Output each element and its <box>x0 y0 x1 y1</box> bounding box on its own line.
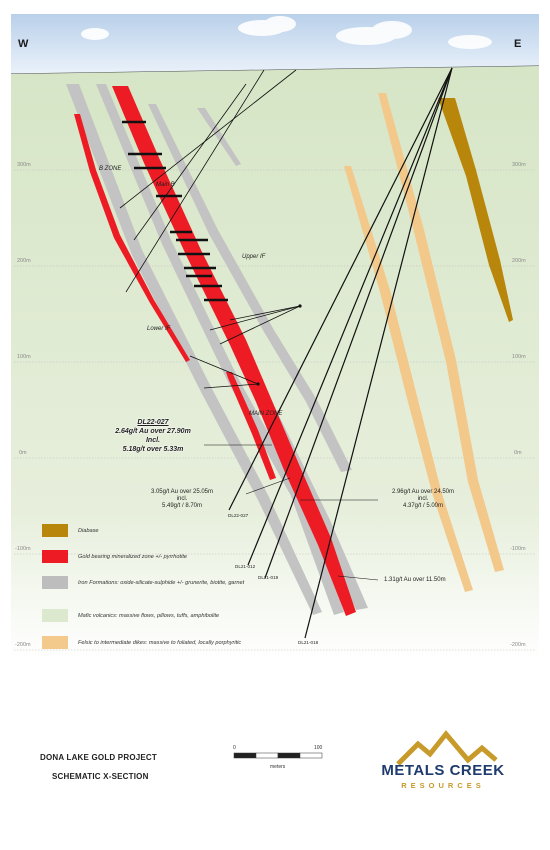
logo-name: METALS CREEK <box>381 762 505 779</box>
logo-mountains <box>396 730 498 766</box>
elevation-label-left: 0m <box>19 450 27 456</box>
elevation-label-right: -200m <box>510 642 526 648</box>
zone-label-upper-if: Upper IF <box>242 254 266 260</box>
hole-label: DL21-018 <box>298 640 319 645</box>
legend-swatch <box>42 609 68 622</box>
scale-end-label: 100 <box>314 745 323 751</box>
zone-label-main-b: Main B <box>156 182 175 188</box>
legend-swatch <box>42 524 68 537</box>
zone-label-main-zone: MAIN ZONE <box>249 411 283 417</box>
legend-swatch <box>42 636 68 649</box>
mineralized-zones <box>74 86 356 616</box>
drill-hole-dl21-018 <box>304 67 453 639</box>
elevation-label-left: -200m <box>15 642 31 648</box>
leader-lines <box>204 444 379 581</box>
collar-point <box>256 382 260 386</box>
elevation-label-left: -100m <box>15 546 31 552</box>
zone-label-b-zone: B ZONE <box>99 166 122 172</box>
legend-label: Diabase <box>78 528 99 534</box>
company-logo: METALS CREEK RESOURCES <box>378 728 508 798</box>
west-label: W <box>18 38 29 50</box>
legend-label: Mafic volcanics: massive flows, pillows,… <box>78 613 220 619</box>
older-drill-holes <box>119 69 301 389</box>
elevation-label-left: 100m <box>17 354 31 360</box>
scale-unit-label: meters <box>270 764 286 770</box>
section-title: SCHEMATIC X-SECTION <box>52 772 149 781</box>
project-title: DONA LAKE GOLD PROJECT <box>40 753 157 762</box>
key-intercept-line: 5.18g/t over 5.33m <box>122 446 184 453</box>
intercept-line: 5.49g/t / 8.70m <box>161 503 203 509</box>
key-intercept: DL22-027 2.64g/t Au over 27.90m Incl. 5.… <box>98 418 208 454</box>
scale-start-label: 0 <box>233 745 236 751</box>
hole-label: DL21-019 <box>258 575 279 580</box>
intercept-line: 2.96g/t Au over 24.50m <box>391 489 455 495</box>
hole-label: DL21-012 <box>235 564 256 569</box>
collar-point <box>298 304 302 308</box>
assay-intervals <box>122 120 228 302</box>
intercept-line: 3.05g/t Au over 25.05m <box>150 489 214 495</box>
elevation-lines <box>14 169 536 651</box>
scale-bar <box>233 752 323 759</box>
elevation-label-left: 300m <box>17 162 31 168</box>
intercept-line: 4.37g/t / 5.00m <box>402 503 444 509</box>
key-intercept-line: 2.64g/t Au over 27.90m <box>115 428 191 435</box>
mafic-volcanics <box>11 66 539 660</box>
legend-swatch <box>42 550 68 563</box>
zone-label-lower-if: Lower IF <box>147 326 171 332</box>
elevation-label-right: -100m <box>510 546 526 552</box>
legend-label: Gold bearing mineralized zone +/- pyrrho… <box>78 554 187 560</box>
intercept-label: 2.96g/t Au over 24.50m incl. 4.37g/t / 5… <box>378 489 468 510</box>
clouds <box>81 16 492 49</box>
drill-hole-dl21-012 <box>247 67 453 566</box>
diabase-dike <box>438 98 513 322</box>
drill-hole-dl21-019 <box>264 67 453 579</box>
logo-subtitle: RESOURCES <box>401 781 485 790</box>
elevation-label-right: 100m <box>512 354 526 360</box>
intercept-line: incl. <box>417 496 429 502</box>
elevation-label-right: 300m <box>512 162 526 168</box>
elevation-label-left: 200m <box>17 258 31 264</box>
hole-label: DL22-027 <box>228 513 249 518</box>
elevation-label-right: 200m <box>512 258 526 264</box>
elevation-label-right: 0m <box>514 450 522 456</box>
felsic-dikes <box>344 93 504 592</box>
legend-label: Felsic to intermediate dikes: massive to… <box>78 640 242 646</box>
key-intercept-line: Incl. <box>145 437 160 444</box>
intercept-line: incl. <box>176 496 188 502</box>
intercept-label: 3.05g/t Au over 25.05m incl. 5.49g/t / 8… <box>132 489 232 510</box>
legend-label: Iron Formations: oxide-silicate-sulphide… <box>78 580 245 586</box>
drill-hole-dl22-027 <box>228 67 453 511</box>
drill-holes <box>228 67 453 639</box>
intercept-label: 1.31g/t Au over 11.50m <box>384 577 446 583</box>
east-label: E <box>514 38 522 50</box>
key-intercept-hole: DL22-027 <box>137 419 169 426</box>
legend-swatch <box>42 576 68 589</box>
